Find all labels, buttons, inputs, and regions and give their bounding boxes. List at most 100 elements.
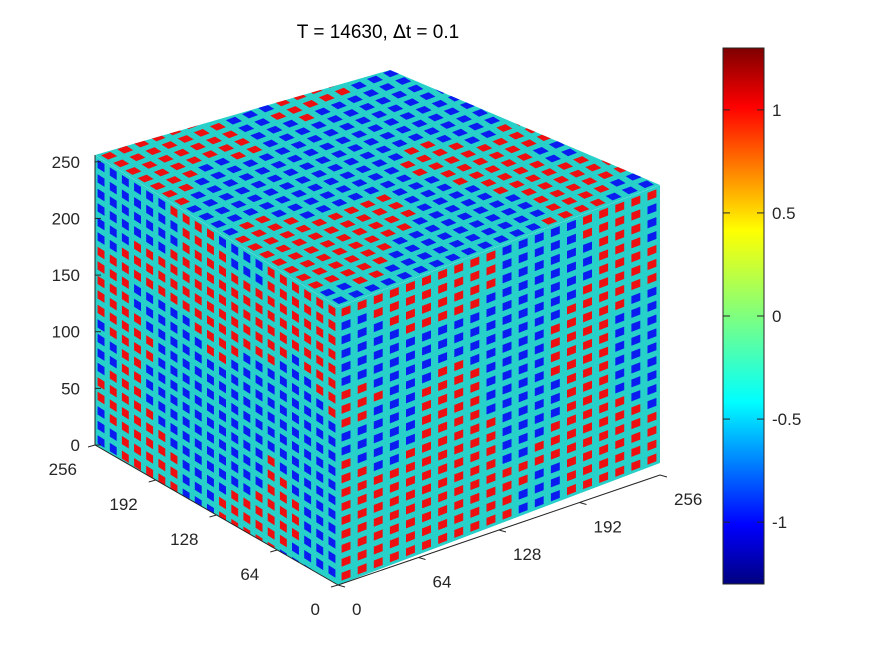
field-cell xyxy=(326,115,343,123)
field-cell xyxy=(486,278,496,290)
field-cell xyxy=(243,366,251,380)
field-cell xyxy=(470,409,480,421)
field-cell xyxy=(583,338,593,351)
field-cell xyxy=(411,168,428,177)
field-cell xyxy=(316,340,324,353)
field-cell xyxy=(593,184,610,193)
field-cell xyxy=(528,160,545,169)
field-cell xyxy=(311,267,328,276)
field-cell xyxy=(427,113,444,122)
field-cell xyxy=(158,255,166,269)
field-cell xyxy=(420,189,437,198)
field-cell xyxy=(275,244,292,253)
field-cell xyxy=(291,310,299,323)
field-cell xyxy=(407,133,424,142)
field-cell xyxy=(331,198,348,207)
field-cell xyxy=(328,434,336,448)
field-cell xyxy=(355,165,372,174)
field-cell xyxy=(405,405,415,418)
field-cell xyxy=(357,452,367,464)
field-cell xyxy=(170,364,178,378)
field-cell xyxy=(383,118,400,126)
z-axis-tick-label: 200 xyxy=(52,209,80,228)
field-cell xyxy=(97,203,105,216)
field-cell xyxy=(504,194,521,202)
field-cell xyxy=(516,104,533,113)
field-cell xyxy=(291,513,299,526)
field-cell xyxy=(134,327,141,341)
field-cell xyxy=(422,538,432,551)
field-cell xyxy=(540,119,557,128)
field-cell xyxy=(291,324,299,338)
field-cell xyxy=(486,250,496,262)
field-cell xyxy=(339,220,356,228)
field-cell xyxy=(243,279,251,293)
field-cell xyxy=(231,431,239,445)
field-cell xyxy=(97,391,105,405)
field-cell xyxy=(597,171,614,180)
field-cell xyxy=(341,444,351,456)
field-cell xyxy=(492,186,509,195)
field-cell xyxy=(518,488,528,500)
field-cell xyxy=(243,439,251,453)
field-cell xyxy=(194,278,202,292)
field-cell xyxy=(583,269,593,281)
field-cell xyxy=(335,185,352,193)
field-cell xyxy=(170,277,178,291)
field-cell xyxy=(279,520,287,533)
field-cell xyxy=(476,143,493,152)
field-cell xyxy=(540,168,557,177)
field-cell xyxy=(454,401,464,413)
field-cell xyxy=(207,387,214,401)
field-cell xyxy=(189,142,206,151)
field-cell xyxy=(486,333,496,346)
field-cell xyxy=(357,368,367,380)
field-cell xyxy=(615,437,625,450)
field-cell xyxy=(486,458,496,471)
field-cell xyxy=(158,357,166,370)
field-cell xyxy=(243,323,251,337)
field-cell xyxy=(647,439,657,451)
field-cell xyxy=(583,408,593,420)
field-cell xyxy=(341,333,351,345)
field-cell xyxy=(146,393,154,406)
field-cell xyxy=(347,241,364,250)
field-cell xyxy=(422,274,432,287)
field-cell xyxy=(357,521,367,533)
field-cell xyxy=(182,401,190,415)
field-cell xyxy=(267,324,275,337)
field-cell xyxy=(274,147,291,155)
field-cell xyxy=(550,239,560,252)
field-cell xyxy=(348,290,365,298)
field-cell xyxy=(158,226,166,240)
field-cell xyxy=(194,380,202,393)
field-cell xyxy=(534,398,544,411)
field-cell xyxy=(486,375,496,387)
field-cell xyxy=(366,75,383,84)
y-axis-tick xyxy=(148,479,156,483)
field-cell xyxy=(267,266,275,279)
field-cell xyxy=(322,128,339,137)
field-cell xyxy=(470,395,480,407)
field-cell xyxy=(323,226,340,235)
field-cell xyxy=(342,109,359,117)
field-cell xyxy=(170,248,178,262)
x-axis-tick xyxy=(498,529,507,533)
field-cell xyxy=(552,127,569,135)
field-cell xyxy=(279,375,287,388)
field-cell xyxy=(158,458,166,472)
field-cell xyxy=(146,233,154,247)
field-cell xyxy=(291,542,299,555)
field-cell xyxy=(395,125,412,134)
field-cell xyxy=(583,450,593,462)
field-cell xyxy=(405,294,415,307)
field-cell xyxy=(255,287,263,301)
field-cell xyxy=(357,465,367,478)
field-cell xyxy=(286,154,303,163)
field-cell xyxy=(448,142,465,151)
field-cell xyxy=(363,186,380,195)
field-cell xyxy=(242,159,259,168)
colorbar-tick-label: -0.5 xyxy=(772,410,801,429)
field-cell xyxy=(134,385,141,399)
field-cell xyxy=(583,241,593,253)
